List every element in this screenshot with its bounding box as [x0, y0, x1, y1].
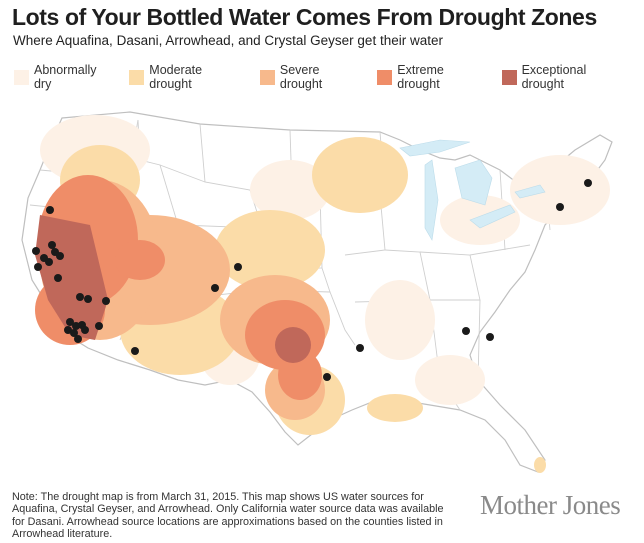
water-source-marker	[32, 247, 40, 255]
water-source-marker	[234, 263, 242, 271]
water-source-marker	[76, 293, 84, 301]
legend-label-exceptional-drought: Exceptional drought	[521, 63, 587, 91]
legend-label-abnormally-dry: Abnormally dry	[33, 63, 97, 91]
water-source-marker	[45, 258, 53, 266]
water-source-marker	[462, 327, 470, 335]
water-source-marker	[84, 295, 92, 303]
legend-label-extreme-drought: Extreme drought	[397, 63, 444, 91]
water-source-marker	[584, 179, 592, 187]
water-source-marker	[70, 329, 78, 337]
water-source-marker	[74, 335, 82, 343]
drought-map	[21, 111, 613, 473]
great-lakes	[399, 139, 546, 241]
legend-item-moderate-drought: Moderate drought	[129, 63, 248, 91]
water-source-marker	[211, 284, 219, 292]
water-source-marker	[48, 241, 56, 249]
page-subtitle: Where Aquafina, Dasani, Arrowhead, and C…	[13, 33, 443, 48]
water-source-marker	[131, 347, 139, 355]
water-source-marker	[46, 206, 54, 214]
legend-item-extreme-drought: Extreme drought	[377, 63, 489, 91]
water-source-marker	[95, 322, 103, 330]
page-title: Lots of Your Bottled Water Comes From Dr…	[12, 4, 597, 30]
water-source-marker	[81, 326, 89, 334]
water-sources	[32, 179, 592, 381]
water-source-marker	[66, 318, 74, 326]
legend-swatch-abnormally-dry	[14, 69, 29, 85]
water-source-marker	[556, 203, 564, 211]
legend-label-severe-drought: Severe drought	[279, 63, 323, 91]
legend-item-severe-drought: Severe drought	[259, 63, 365, 91]
legend-swatch-severe-drought	[259, 69, 275, 85]
water-source-marker	[34, 263, 42, 271]
legend-item-exceptional-drought: Exceptional drought	[501, 63, 632, 91]
water-source-marker	[323, 373, 331, 381]
water-source-marker	[56, 252, 64, 260]
legend-swatch-extreme-drought	[377, 69, 393, 85]
water-source-marker	[64, 326, 72, 334]
water-source-marker	[486, 333, 494, 341]
water-source-marker	[72, 322, 80, 330]
footnote: Note: The drought map is from March 31, …	[12, 491, 444, 541]
legend-item-abnormally-dry: Abnormally dry	[14, 63, 117, 91]
water-source-marker	[102, 297, 110, 305]
legend: Abnormally dry Moderate drought Severe d…	[14, 63, 644, 91]
legend-swatch-exceptional-drought	[501, 69, 517, 85]
water-source-marker	[356, 344, 364, 352]
publisher-logo: Mother Jones	[480, 490, 621, 520]
water-source-marker	[54, 274, 62, 282]
legend-swatch-moderate-drought	[129, 69, 145, 85]
legend-label-moderate-drought: Moderate drought	[149, 63, 203, 91]
